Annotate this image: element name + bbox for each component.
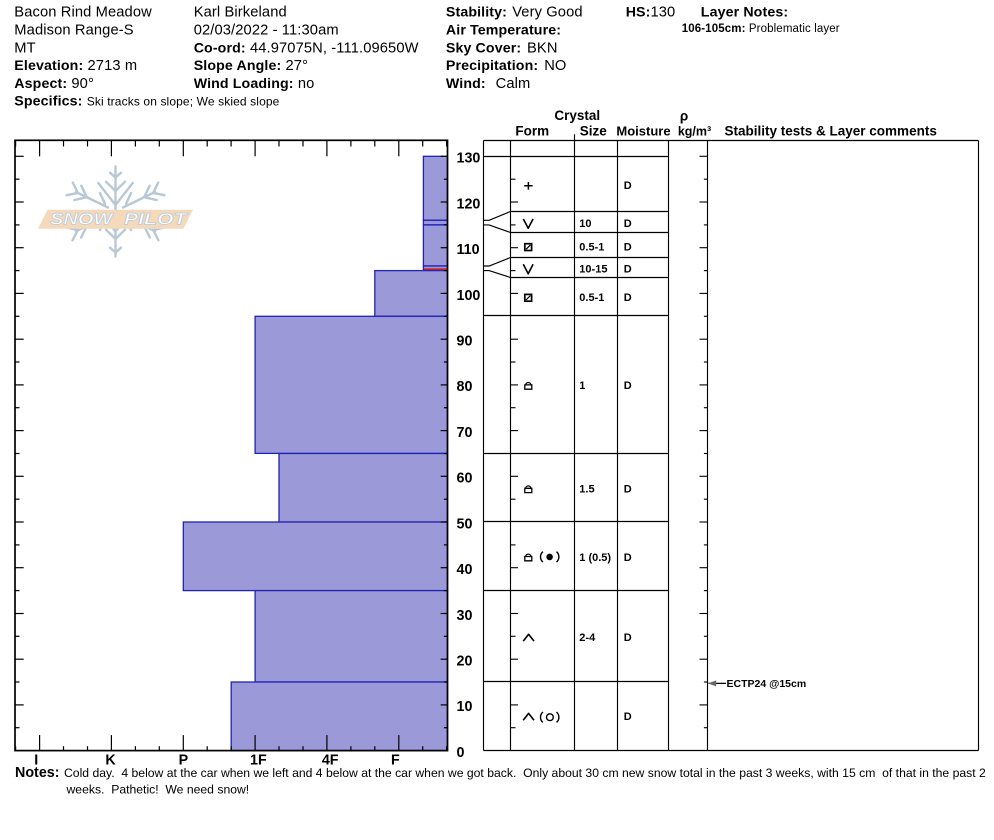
svg-text:Aspect: 90°: Aspect: 90° [14, 76, 94, 92]
svg-text:Size: Size [580, 123, 608, 138]
svg-text:D: D [624, 292, 632, 304]
svg-text:Notes:: Notes: [15, 765, 59, 781]
svg-text:D: D [624, 711, 632, 723]
svg-text:D: D [624, 242, 632, 254]
svg-text:Wind:: Wind: [446, 76, 486, 92]
svg-text:130: 130 [457, 151, 481, 167]
svg-text:Cold day. 4 below at the car: Cold day. 4 below at the car when we lef… [64, 766, 986, 780]
svg-text:100: 100 [457, 288, 481, 304]
svg-text:D: D [624, 484, 632, 496]
svg-text:Karl Birkeland: Karl Birkeland [194, 5, 287, 21]
svg-text:NO: NO [544, 58, 566, 74]
svg-text:Moisture: Moisture [616, 123, 670, 138]
svg-text:40: 40 [457, 562, 473, 578]
svg-text:PILOT: PILOT [124, 211, 189, 229]
svg-text:Form: Form [515, 123, 549, 138]
svg-text:Elevation: 2713 m: Elevation: 2713 m [14, 58, 137, 74]
svg-text:D: D [624, 380, 632, 392]
svg-text:2-4: 2-4 [579, 632, 596, 644]
svg-text:Co-ord: 44.97075N, -111.09650W: Co-ord: 44.97075N, -111.09650W [194, 40, 419, 56]
svg-text:Stability:: Stability: [446, 5, 507, 21]
svg-text:MT: MT [14, 40, 35, 56]
svg-text:Slope Angle: 27°: Slope Angle: 27° [194, 58, 308, 74]
svg-text:120: 120 [457, 196, 481, 212]
svg-text:20: 20 [457, 654, 473, 670]
svg-text:10: 10 [579, 218, 591, 230]
svg-text:80: 80 [457, 379, 473, 395]
svg-text:Calm: Calm [496, 76, 531, 92]
svg-text:HS:130: HS:130 [626, 5, 676, 21]
svg-text:1F: 1F [250, 753, 267, 769]
svg-text:1: 1 [579, 380, 585, 392]
svg-text:50: 50 [457, 516, 473, 532]
svg-text:0.5-1: 0.5-1 [579, 292, 604, 304]
svg-text:Air Temperature:: Air Temperature: [446, 23, 561, 39]
svg-text:106-105cm: Problematic layer: 106-105cm: Problematic layer [682, 23, 840, 35]
svg-text:F: F [391, 753, 400, 769]
svg-text:Stability tests & Layer commen: Stability tests & Layer comments [725, 123, 937, 138]
svg-text:P: P [179, 753, 189, 769]
svg-text:D: D [624, 552, 632, 564]
svg-text:Very Good: Very Good [512, 5, 582, 21]
svg-text:0: 0 [457, 745, 465, 761]
svg-text:70: 70 [457, 425, 473, 441]
svg-text:kg/m³: kg/m³ [678, 124, 711, 138]
svg-text:10: 10 [457, 699, 473, 715]
svg-text:4F: 4F [322, 753, 339, 769]
svg-text:Precipitation:: Precipitation: [446, 58, 538, 74]
svg-text:1 (0.5): 1 (0.5) [579, 552, 611, 564]
svg-text:02/03/2022 - 11:30am: 02/03/2022 - 11:30am [194, 23, 339, 39]
svg-text:60: 60 [457, 471, 473, 487]
svg-text:30: 30 [457, 608, 473, 624]
svg-text:Sky Cover:: Sky Cover: [446, 40, 521, 56]
svg-text:ρ: ρ [680, 109, 688, 124]
svg-text:Madison Range-S: Madison Range-S [14, 23, 133, 39]
svg-text:0.5-1: 0.5-1 [579, 242, 604, 254]
svg-text:10-15: 10-15 [579, 263, 607, 275]
svg-text:K: K [105, 753, 116, 769]
svg-text:weeks. Pathetic! We need sno: weeks. Pathetic! We need snow! [66, 782, 250, 796]
svg-text:Bacon Rind Meadow: Bacon Rind Meadow [14, 5, 152, 21]
svg-text:Specifics: Ski tracks on slope: Specifics: Ski tracks on slope; We skied… [14, 94, 279, 110]
svg-text:Layer Notes:: Layer Notes: [701, 5, 788, 21]
svg-text:BKN: BKN [527, 40, 558, 56]
svg-text:1.5: 1.5 [579, 484, 594, 496]
svg-text:I: I [34, 753, 38, 769]
svg-text:D: D [624, 180, 632, 192]
svg-text:D: D [624, 218, 632, 230]
svg-text:ECTP24 @15cm: ECTP24 @15cm [727, 678, 807, 690]
svg-text:Wind Loading: no: Wind Loading: no [194, 76, 315, 92]
svg-text:D: D [624, 263, 632, 275]
svg-text:90: 90 [457, 334, 473, 350]
svg-text:D: D [624, 632, 632, 644]
svg-text:110: 110 [457, 242, 480, 258]
svg-text:Crystal: Crystal [554, 108, 600, 123]
svg-text:SNOW: SNOW [50, 211, 114, 229]
